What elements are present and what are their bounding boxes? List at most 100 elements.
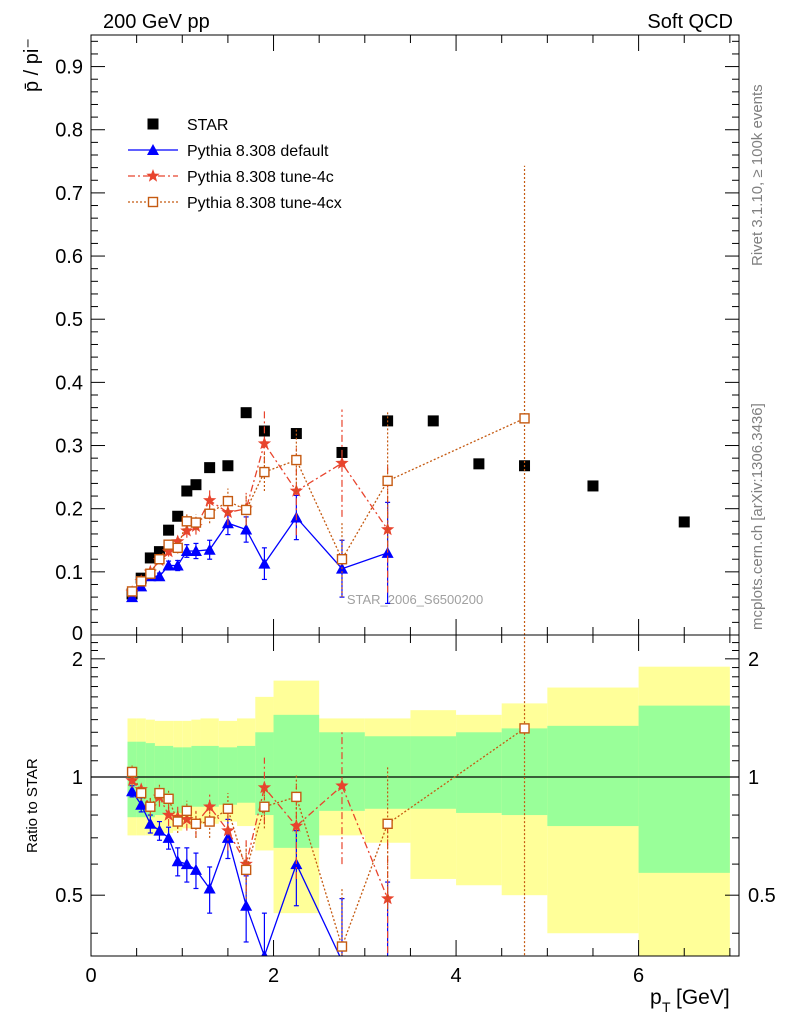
ratio-point: [222, 803, 234, 814]
main-ytick-label: 0.1: [55, 562, 83, 584]
legend-entry: Pythia 8.308 tune-4cx: [128, 195, 342, 212]
ratio-point: [153, 824, 166, 836]
ratio-point: [221, 823, 235, 837]
main-point: [171, 559, 184, 571]
band-inner-bin: [218, 747, 238, 805]
ratio-point: [172, 816, 183, 827]
main-ytick-label: 0.9: [55, 57, 83, 79]
main-point: [180, 545, 193, 556]
main-point: [587, 480, 599, 492]
legend-entry: Pythia 8.308 default: [128, 143, 329, 160]
ratio-ytick-label: 2: [72, 649, 83, 671]
header-right: Soft QCD: [647, 11, 733, 33]
main-ytick-label: 0.7: [55, 183, 83, 205]
main-point: [203, 493, 217, 507]
main-point: [382, 475, 393, 487]
main-point: [172, 542, 183, 554]
main-point: [171, 534, 185, 548]
band-inner-bin: [136, 741, 146, 818]
analysis-watermark: STAR_2006_S6500200: [347, 592, 483, 607]
main-point: [190, 517, 202, 528]
ratio-point: [163, 793, 174, 805]
legend-marker: [147, 196, 159, 208]
main-point: [172, 510, 184, 522]
ratio-point: [126, 785, 139, 797]
ratio-point: [126, 766, 138, 778]
ratio-point: [189, 863, 202, 875]
main-ylabel: p̄ / pi⁻: [21, 38, 43, 92]
ratio-point: [154, 787, 165, 799]
ratio-series-open-square: [126, 635, 530, 956]
ratio-point: [240, 899, 253, 911]
band-inner-bin: [237, 745, 256, 803]
main-point: [240, 504, 252, 516]
band-inner-bin: [182, 747, 192, 811]
ratio-ytick-label-right: 2: [748, 649, 759, 671]
ratio-point: [125, 773, 139, 787]
main-point: [181, 516, 193, 527]
ratio-point: [190, 818, 202, 829]
ratio-point: [289, 819, 303, 832]
legend-label: Pythia 8.308 default: [187, 143, 329, 160]
ratio-ytick-label-right: 1: [748, 767, 759, 789]
legend-label: Pythia 8.308 tune-4c: [187, 169, 334, 186]
main-point: [519, 413, 530, 424]
ratio-frame: [90, 634, 740, 957]
axes-layer: 0.1 0.2 0.3 0.4 0.5 0.6 0.7 0.8 0.9 0 0 2 4 6 0.5 0.5 1 1…: [55, 34, 776, 987]
ratio-point: [203, 882, 216, 894]
main-point: [240, 407, 252, 419]
main-point: [181, 485, 193, 497]
main-point: [163, 539, 174, 550]
main-point: [222, 495, 234, 507]
main-point: [163, 524, 175, 536]
main-point: [336, 554, 348, 565]
ratio-point: [335, 778, 349, 792]
main-point: [291, 454, 302, 466]
band-inner-bin: [154, 745, 165, 816]
main-point: [126, 586, 138, 597]
main-point: [290, 428, 302, 440]
ratio-point: [240, 864, 252, 876]
x-axis-label-sub: T: [662, 999, 671, 1015]
main-point: [258, 557, 271, 569]
x-axis-label: p T [GeV]: [650, 986, 730, 1015]
main-point: [162, 559, 175, 571]
ratio-point: [261, 950, 268, 956]
ratio-point: [257, 780, 272, 794]
mcplots-label: mcplots.cern.ch [arXiv:1306.3436]: [749, 403, 766, 630]
main-series-layer: [125, 165, 690, 635]
legend-label: Pythia 8.308 tune-4cx: [187, 195, 342, 212]
ratio-point: [135, 787, 147, 799]
x-axis-label-unit: [GeV]: [676, 986, 730, 1009]
ratio-point: [291, 791, 302, 803]
legend-entry: Pythia 8.308 tune-4c: [128, 169, 334, 186]
main-ylabel-text: p̄ / pi⁻: [21, 38, 43, 92]
main-ytick-label: 0.8: [55, 120, 83, 142]
ratio-point: [221, 831, 234, 843]
band-inner-bin: [456, 732, 502, 813]
xtick-label: 2: [268, 965, 279, 987]
main-ytick-label: 0.3: [55, 436, 83, 458]
ratio-ylabel: Ratio to STAR: [24, 758, 41, 853]
band-inner-bin: [547, 725, 639, 827]
band-inner-bin: [145, 743, 155, 818]
ratio-point: [203, 799, 217, 813]
main-point: [240, 523, 253, 535]
main-point: [427, 415, 439, 427]
ratio-series-layer: [125, 635, 530, 956]
legend-marker: [146, 169, 160, 182]
ratio-point: [180, 812, 194, 825]
main-point: [678, 516, 690, 528]
main-ytick-label: 0.5: [55, 309, 83, 331]
main-point: [180, 523, 194, 537]
main-point: [335, 456, 349, 469]
ratio-ytick-label: 0.5: [55, 885, 83, 907]
main-series-open-square: [126, 165, 530, 635]
main-ytick-label: 0.6: [55, 246, 83, 268]
main-point: [135, 576, 147, 587]
ratio-point: [382, 818, 393, 829]
band-inner-bin: [173, 747, 183, 813]
main-series-line: [131, 417, 525, 592]
ratio-point: [162, 831, 175, 843]
